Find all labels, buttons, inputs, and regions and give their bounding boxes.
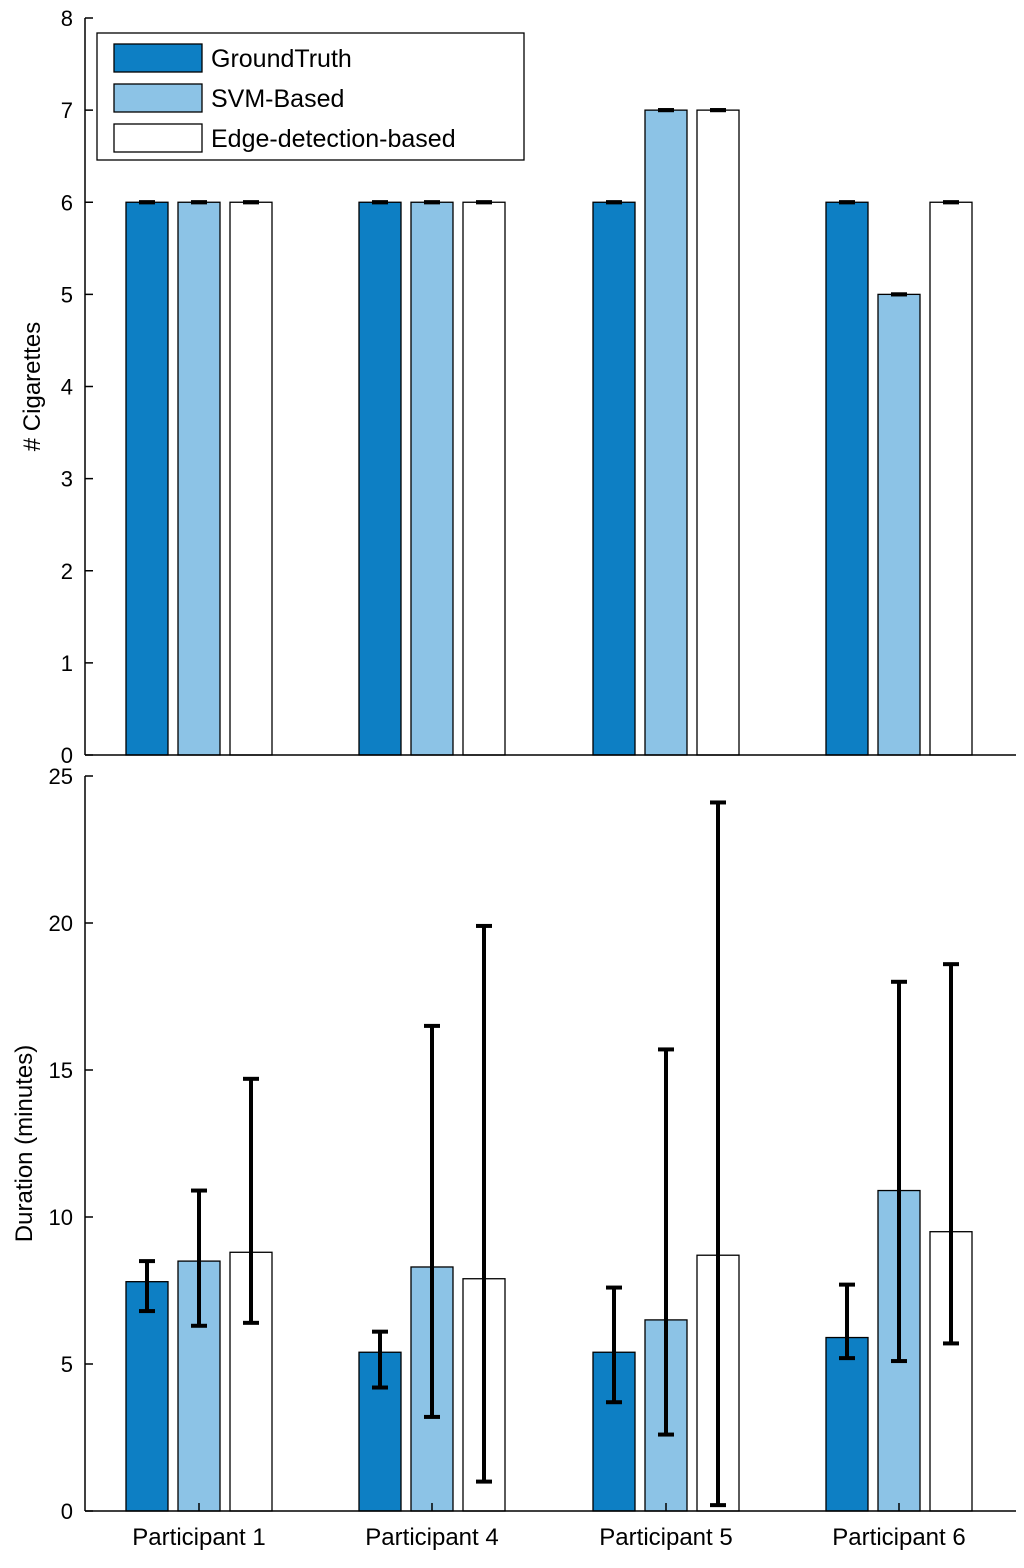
x-tick-label: Participant 5 bbox=[599, 1524, 732, 1551]
error-bar bbox=[243, 1076, 259, 1325]
x-tick-label: Participant 4 bbox=[365, 1524, 498, 1551]
bar-svm-based-1 bbox=[177, 201, 221, 756]
y-tick-label: 6 bbox=[61, 190, 73, 215]
y-tick-label: 5 bbox=[61, 282, 73, 307]
y-tick-label: 7 bbox=[61, 98, 73, 123]
y-tick-label: 4 bbox=[61, 375, 73, 400]
bar-groundtruth-1 bbox=[125, 1281, 169, 1512]
bar-edge-detection-based-3 bbox=[696, 109, 740, 756]
y-tick-label: 8 bbox=[61, 6, 73, 31]
y-tick-label: 1 bbox=[61, 651, 73, 676]
y-tick-label: 3 bbox=[61, 467, 73, 492]
bar-groundtruth-4 bbox=[825, 1336, 869, 1512]
bar-edge-detection-based-1 bbox=[229, 201, 273, 756]
legend-swatch-groundtruth bbox=[113, 43, 203, 73]
error-bar bbox=[658, 1047, 674, 1437]
y-tick-label: 2 bbox=[61, 559, 73, 584]
y-tick-label: 25 bbox=[49, 764, 73, 789]
legend-swatch-svm-based bbox=[113, 83, 203, 113]
y-axis-title: Duration (minutes) bbox=[11, 1045, 38, 1242]
duration-panel: 0 5 10 15 20 25 Duration (minutes) Participant … bbox=[11, 764, 1016, 1551]
legend-label-groundtruth: GroundTruth bbox=[211, 45, 352, 73]
x-tick-label: Participant 6 bbox=[832, 1524, 965, 1551]
error-bar bbox=[606, 1285, 622, 1405]
bar-groundtruth-3 bbox=[592, 201, 636, 756]
error-bar bbox=[191, 1188, 207, 1328]
error-bar bbox=[139, 1259, 155, 1314]
legend-label-edge-detection-based: Edge-detection-based bbox=[211, 125, 456, 153]
error-bar bbox=[710, 800, 726, 1508]
y-tick-label: 0 bbox=[61, 1499, 73, 1524]
legend-label-svm-based: SVM-Based bbox=[211, 85, 344, 113]
x-tick-label: Participant 1 bbox=[132, 1524, 265, 1551]
bar-edge-detection-based-2 bbox=[462, 201, 506, 756]
bar-svm-based-4 bbox=[877, 293, 921, 756]
bar-groundtruth-2 bbox=[358, 201, 402, 756]
bar-svm-based-2 bbox=[410, 201, 454, 756]
error-bar bbox=[476, 923, 492, 1484]
bar-groundtruth-4 bbox=[825, 201, 869, 756]
y-tick-label: 0 bbox=[61, 743, 73, 768]
y-tick-label: 20 bbox=[49, 911, 73, 936]
cigarettes-panel: 0 1 2 3 4 5 6 7 8 # Cigarettes GroundTruth SVM-Base… bbox=[19, 6, 1016, 768]
y-axis-title: # Cigarettes bbox=[19, 322, 46, 451]
y-tick-label: 5 bbox=[61, 1352, 73, 1377]
legend: GroundTruth SVM-Based Edge-detection-based bbox=[96, 32, 525, 161]
legend-swatch-edge-detection-based bbox=[113, 123, 203, 153]
bar-svm-based-3 bbox=[644, 109, 688, 756]
y-tick-label: 15 bbox=[49, 1058, 73, 1083]
error-bar bbox=[839, 1282, 855, 1361]
y-tick-label: 10 bbox=[49, 1205, 73, 1230]
bar-edge-detection-based-4 bbox=[929, 201, 973, 756]
error-bar bbox=[424, 1023, 440, 1419]
error-bar bbox=[943, 962, 959, 1346]
bar-groundtruth-1 bbox=[125, 201, 169, 756]
error-bar bbox=[372, 1329, 388, 1390]
error-bar bbox=[891, 979, 907, 1364]
